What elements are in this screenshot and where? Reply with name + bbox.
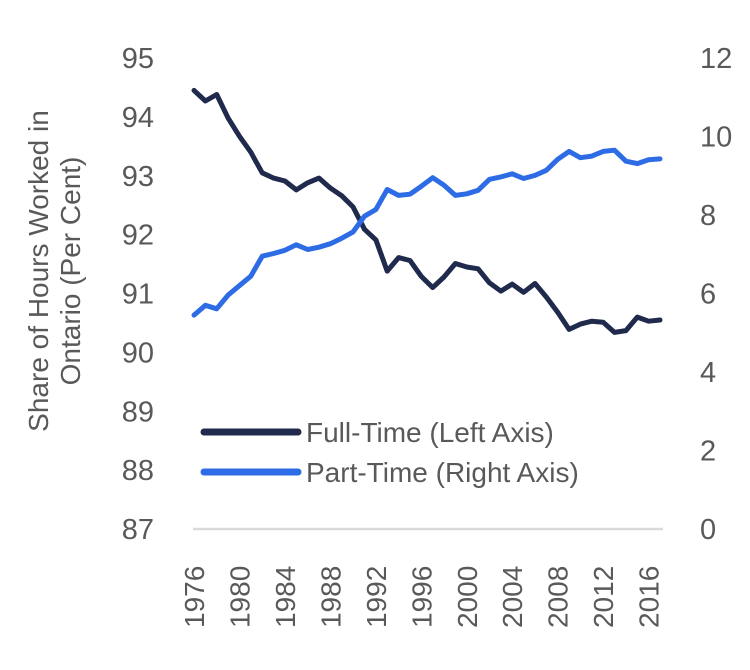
left-axis-tick-95: 95 (122, 43, 154, 75)
left-axis-title-line1: Share of Hours Worked in (23, 110, 54, 432)
x-axis-tick-1988: 1988 (315, 566, 346, 628)
x-axis-tick-1992: 1992 (361, 566, 392, 628)
left-axis-tick-90: 90 (122, 337, 154, 369)
x-axis-tick-2004: 2004 (497, 566, 528, 628)
left-axis-tick-93: 93 (122, 161, 154, 193)
left-axis-tick-89: 89 (122, 396, 154, 428)
left-axis-tick-labels: 95 94 93 92 91 90 89 88 87 (122, 43, 154, 546)
right-axis-tick-6: 6 (700, 279, 716, 311)
left-axis-tick-91: 91 (122, 279, 154, 311)
left-axis-tick-94: 94 (122, 102, 154, 134)
x-axis-tick-2016: 2016 (634, 566, 665, 628)
right-axis-tick-labels: 12 10 8 6 4 2 0 (700, 43, 732, 546)
x-axis-tick-1984: 1984 (270, 566, 301, 628)
right-axis-tick-8: 8 (700, 200, 716, 232)
part-time-line (191, 147, 663, 318)
right-axis-tick-10: 10 (700, 122, 732, 154)
full-time-legend-label: Full-Time (Left Axis) (306, 417, 554, 448)
left-axis-tick-87: 87 (122, 514, 154, 546)
right-axis-tick-4: 4 (700, 357, 716, 389)
chart-legend: Full-Time (Left Axis) Part-Time (Right A… (200, 417, 579, 488)
full-time-line (191, 87, 663, 335)
data-series-lines (191, 87, 663, 335)
x-axis-tick-2008: 2008 (543, 566, 574, 628)
right-axis-tick-12: 12 (700, 43, 732, 75)
x-axis-tick-1976: 1976 (179, 566, 210, 628)
left-axis-tick-88: 88 (122, 455, 154, 487)
right-axis-tick-0: 0 (700, 514, 716, 546)
x-axis-tick-2000: 2000 (452, 566, 483, 628)
x-axis-tick-2012: 2012 (588, 566, 619, 628)
x-axis-tick-labels: 1976 1980 1984 1988 1992 1996 2000 2004 2008 2012… (179, 566, 665, 628)
x-axis-tick-1980: 1980 (224, 566, 255, 628)
left-axis-tick-92: 92 (122, 220, 154, 252)
right-axis-tick-2: 2 (700, 436, 716, 468)
part-time-legend-label: Part-Time (Right Axis) (306, 457, 579, 488)
left-axis-title-line2: Ontario (Per Cent) (55, 157, 86, 386)
x-axis-tick-1996: 1996 (406, 566, 437, 628)
